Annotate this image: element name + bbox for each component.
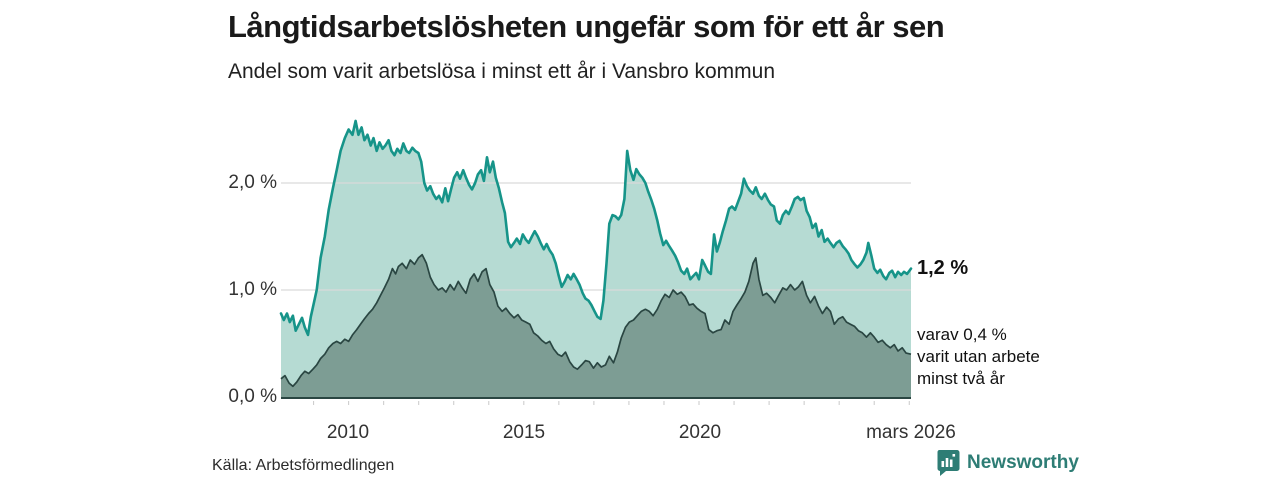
latest-value-label: 1,2 % (917, 257, 969, 279)
y-axis-label-1: 1,0 % (228, 279, 277, 300)
page-title: Långtidsarbetslösheten ungefär som för e… (228, 9, 945, 44)
source-attribution: Källa: Arbetsförmedlingen (212, 457, 395, 474)
x-axis-label-2020: 2020 (678, 422, 722, 443)
secondary-series-annotation: varav 0,4 % varit utan arbete minst två … (917, 324, 1040, 390)
x-axis-label-2015: 2015 (502, 422, 546, 443)
line-unemployed-1yr (279, 119, 913, 337)
chart-subtitle: Andel som varit arbetslösa i minst ett å… (228, 60, 775, 83)
x-axis-label-mars-2026: mars 2026 (866, 422, 956, 443)
annotation-line-3: minst två år (917, 369, 1005, 388)
y-axis-label-2: 2,0 % (228, 172, 277, 193)
newsworthy-logo[interactable]: Newsworthy (936, 449, 1079, 476)
y-axis-label-0: 0,0 % (228, 386, 277, 407)
newsworthy-logo-icon (937, 450, 960, 476)
annotation-line-2: varit utan arbete (917, 347, 1040, 366)
newsworthy-logo-text: Newsworthy (967, 451, 1079, 473)
x-axis-label-2010: 2010 (326, 422, 370, 443)
annotation-line-1: varav 0,4 % (917, 325, 1007, 344)
line-unemployed-2yr (280, 253, 912, 388)
